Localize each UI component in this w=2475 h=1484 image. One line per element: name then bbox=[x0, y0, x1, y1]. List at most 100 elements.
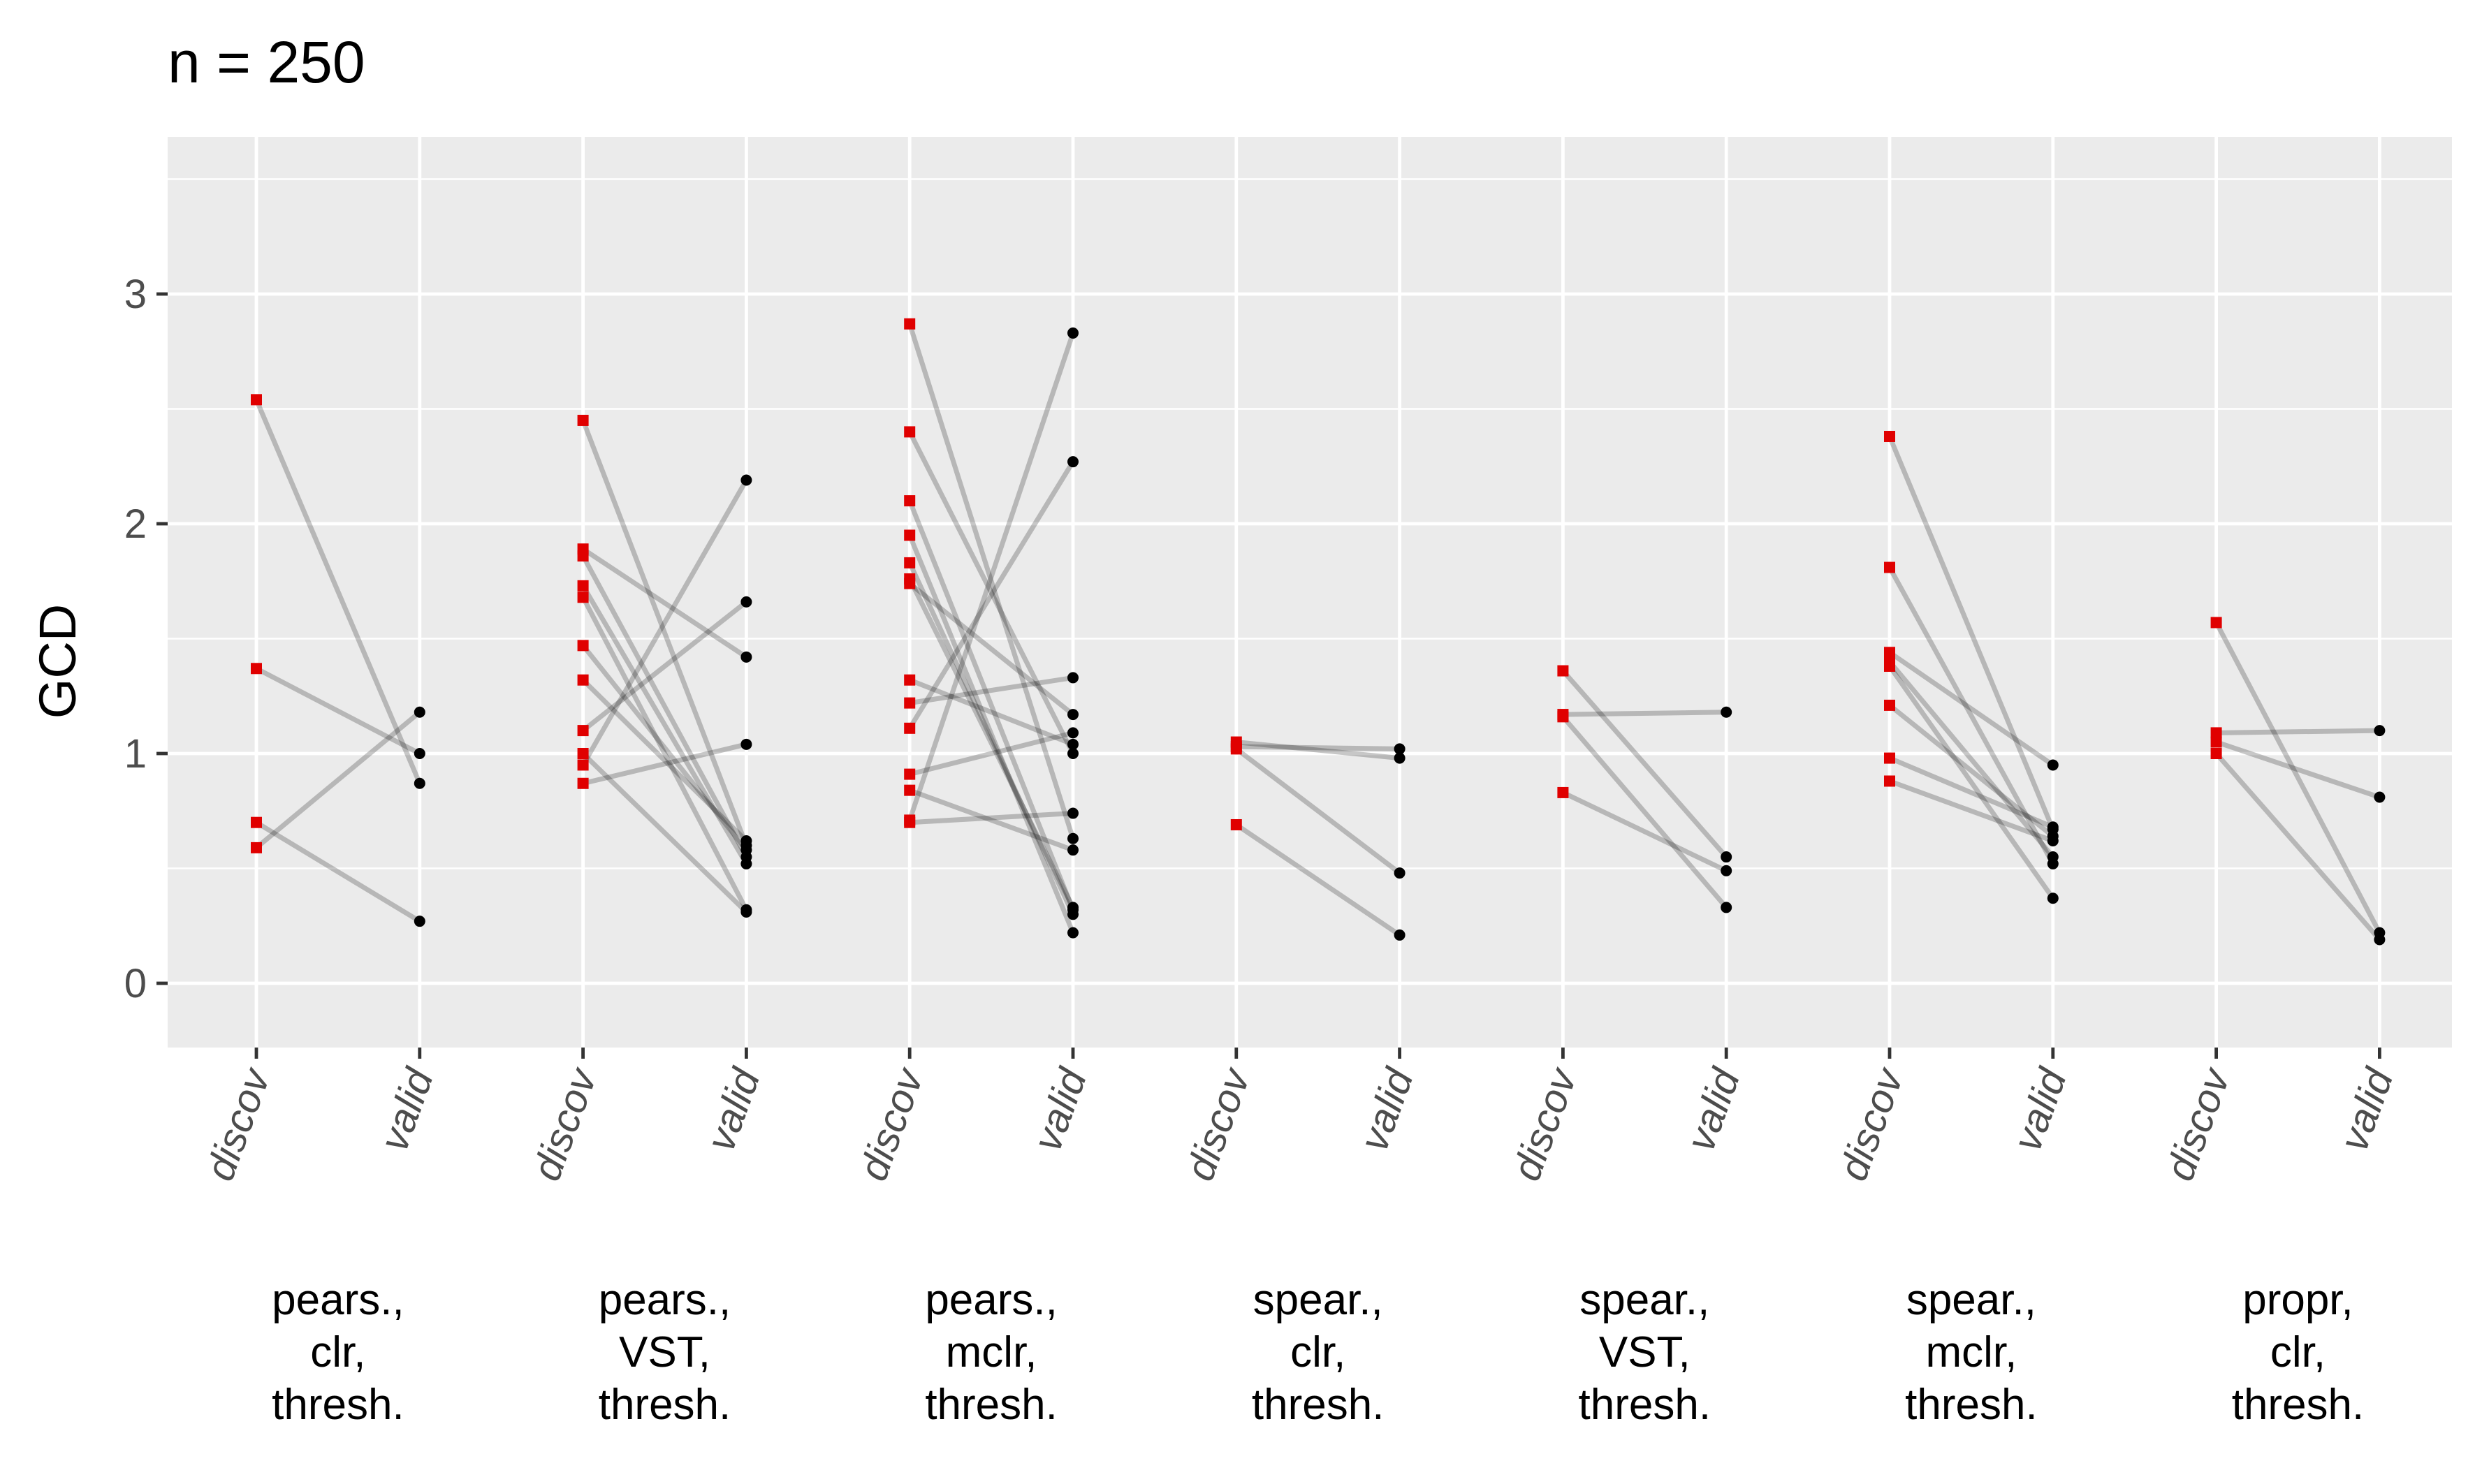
valid-point bbox=[2374, 791, 2386, 803]
pair-line bbox=[910, 811, 1074, 825]
x-tick-label-discov: discov bbox=[524, 1061, 606, 1187]
method-label-line: spear., bbox=[1579, 1276, 1709, 1324]
y-tick-label: 2 bbox=[124, 501, 147, 547]
x-tick-label-valid: valid bbox=[2004, 1062, 2075, 1157]
discov-point bbox=[904, 722, 916, 734]
discov-point bbox=[251, 394, 262, 406]
valid-point bbox=[740, 844, 752, 856]
valid-point bbox=[740, 858, 752, 869]
method-label-line: thresh. bbox=[1905, 1381, 2038, 1429]
chart-title: n = 250 bbox=[168, 29, 365, 95]
pair-line bbox=[255, 666, 421, 756]
valid-point bbox=[1721, 706, 1732, 718]
valid-point bbox=[1394, 752, 1406, 764]
discov-point bbox=[904, 816, 916, 828]
valid-point bbox=[1067, 327, 1079, 339]
grid-lines bbox=[168, 137, 2452, 1048]
valid-point bbox=[414, 777, 425, 789]
x-tick-label-valid: valid bbox=[2331, 1062, 2402, 1157]
pair-line bbox=[907, 332, 1076, 821]
method-label-line: thresh. bbox=[272, 1381, 404, 1429]
x-tick-label-valid: valid bbox=[698, 1062, 769, 1157]
discov-point bbox=[1884, 647, 1895, 659]
pair-line bbox=[2216, 728, 2380, 735]
valid-point bbox=[740, 738, 752, 750]
pair-line bbox=[908, 581, 1075, 717]
method-label-line: thresh. bbox=[2232, 1381, 2365, 1429]
discov-point bbox=[1230, 818, 1242, 830]
method-label-line: spear., bbox=[1906, 1276, 2036, 1324]
valid-point bbox=[1067, 844, 1079, 856]
valid-point bbox=[2047, 851, 2059, 863]
pair-line bbox=[581, 600, 748, 733]
discov-point bbox=[577, 759, 589, 771]
pair-line bbox=[1888, 703, 2054, 839]
valid-point bbox=[1067, 709, 1079, 721]
method-label-line: spear., bbox=[1253, 1276, 1383, 1324]
pair-line bbox=[581, 554, 749, 858]
method-label-line: propr, bbox=[2242, 1276, 2353, 1324]
discov-point bbox=[904, 318, 916, 330]
method-label-line: pears., bbox=[925, 1276, 1058, 1324]
pair-line bbox=[1234, 823, 1401, 937]
valid-point bbox=[2047, 821, 2059, 833]
pair-line bbox=[907, 561, 1076, 916]
pair-line bbox=[907, 430, 1076, 755]
y-axis-label: GCD bbox=[29, 604, 87, 719]
valid-point bbox=[1721, 851, 1732, 863]
valid-point bbox=[1067, 748, 1079, 759]
axis-ticks bbox=[156, 292, 2381, 1059]
method-label-line: pears., bbox=[272, 1276, 404, 1324]
valid-point bbox=[414, 748, 425, 759]
method-label-line: thresh. bbox=[1579, 1381, 1711, 1429]
y-tick-label: 1 bbox=[124, 731, 147, 777]
discov-point bbox=[904, 426, 916, 438]
valid-point bbox=[2047, 759, 2059, 771]
pair-line bbox=[908, 788, 1074, 853]
pair-line bbox=[581, 478, 749, 767]
valid-point bbox=[1721, 865, 1732, 876]
valid-point bbox=[414, 916, 425, 927]
pair-line bbox=[907, 578, 1076, 909]
discov-point bbox=[1884, 699, 1895, 711]
x-tick-label-discov: discov bbox=[1503, 1061, 1586, 1187]
x-tick-label-discov: discov bbox=[1830, 1061, 1913, 1187]
pair-line bbox=[1888, 660, 2055, 859]
pair-line bbox=[582, 742, 747, 786]
pair-line bbox=[1234, 747, 1401, 875]
pair-line bbox=[909, 730, 1074, 777]
x-tick-label-valid: valid bbox=[371, 1062, 442, 1157]
discov-point bbox=[904, 529, 916, 541]
valid-point bbox=[1721, 902, 1732, 913]
discov-point bbox=[1557, 711, 1569, 723]
discov-point bbox=[1884, 660, 1895, 672]
pair-line bbox=[581, 596, 749, 911]
valid-point bbox=[414, 706, 425, 718]
y-tick-label: 0 bbox=[124, 961, 147, 1006]
pair-line bbox=[1888, 664, 2055, 900]
method-label-line: thresh. bbox=[925, 1381, 1058, 1429]
pair-line bbox=[2215, 740, 2381, 800]
method-label-line: VST, bbox=[1599, 1328, 1691, 1376]
discov-point bbox=[1884, 775, 1895, 787]
plot-panel bbox=[168, 137, 2452, 1048]
pair-line bbox=[907, 460, 1075, 730]
valid-point bbox=[1067, 727, 1079, 739]
discov-point bbox=[904, 768, 916, 780]
pair-line bbox=[581, 419, 749, 846]
pair-line bbox=[1888, 779, 2054, 844]
discov-point bbox=[2210, 617, 2222, 629]
method-label-line: clr, bbox=[1290, 1328, 1345, 1376]
connecting-lines bbox=[254, 323, 2382, 941]
pair-line bbox=[1888, 650, 2054, 767]
discov-point bbox=[577, 550, 589, 562]
valid-point bbox=[740, 596, 752, 608]
discov-point bbox=[251, 663, 262, 675]
valid-point bbox=[1394, 929, 1406, 941]
pair-line bbox=[1563, 710, 1727, 717]
discov-point bbox=[1557, 665, 1569, 677]
valid-point bbox=[1394, 867, 1406, 879]
valid-point bbox=[740, 651, 752, 663]
pair-line bbox=[1561, 715, 1728, 909]
pair-line bbox=[907, 499, 1076, 911]
